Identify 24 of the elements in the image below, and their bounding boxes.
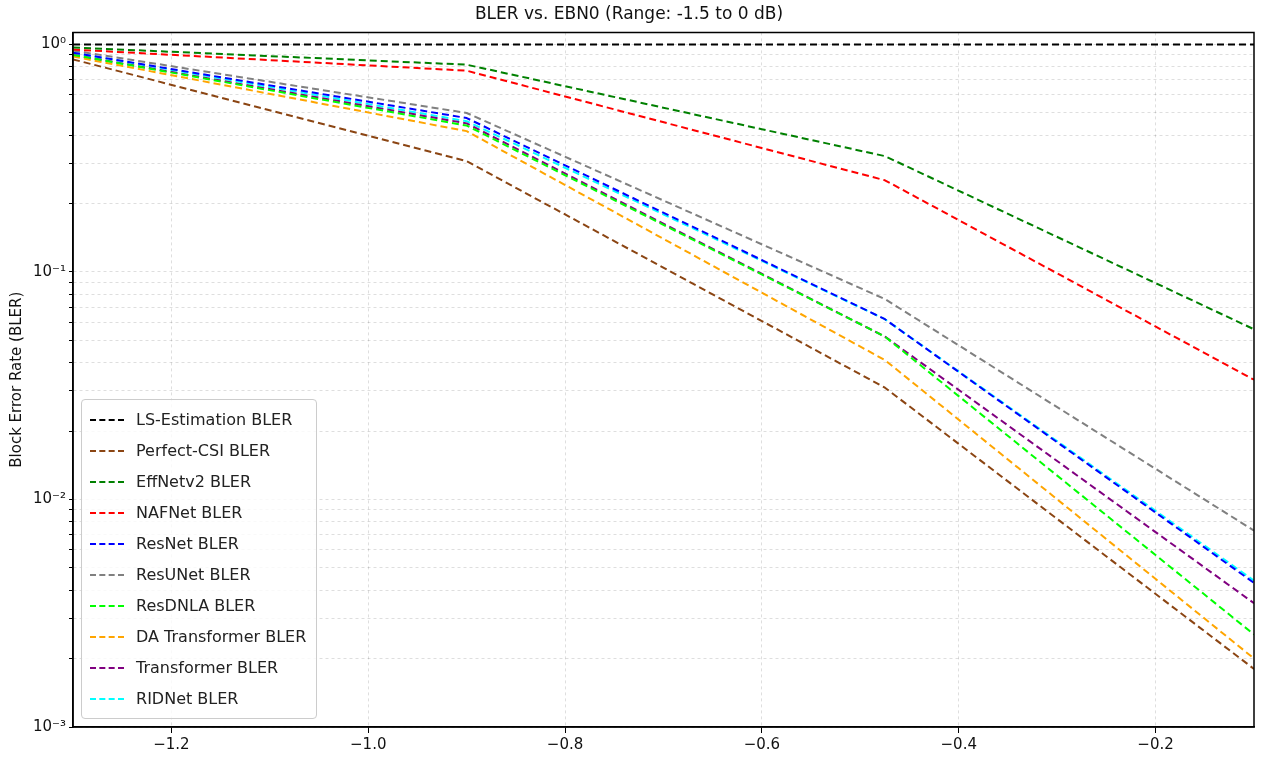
y-tick-label: 10⁰ [40, 34, 67, 53]
x-tick-label: −1.0 [350, 734, 387, 753]
line-series [73, 48, 1254, 381]
legend-label: DA Transformer BLER [136, 627, 307, 646]
legend-label: Transformer BLER [136, 658, 279, 677]
y-axis-title: Block Error Rate (BLER) [6, 291, 25, 468]
legend-label: RIDNet BLER [136, 689, 239, 708]
y-tick-label: 10⁻¹ [32, 261, 67, 280]
legend-label: ResUNet BLER [136, 565, 251, 584]
legend-label: Perfect-CSI BLER [136, 441, 271, 460]
x-tick-label: −0.8 [546, 734, 584, 753]
x-tick-label: −0.4 [940, 734, 977, 753]
y-tick-label: 10⁻³ [32, 716, 67, 735]
legend-label: NAFNet BLER [136, 503, 243, 522]
x-tick-label: −0.2 [1137, 734, 1174, 753]
legend-label: LS-Estimation BLER [136, 410, 293, 429]
x-tick-label: −0.6 [743, 734, 781, 753]
legend-label: ResNet BLER [136, 534, 239, 553]
chart-title: BLER vs. EBN0 (Range: -1.5 to 0 dB) [474, 2, 784, 23]
legend-label: ResDNLA BLER [136, 596, 256, 615]
legend-label: EffNetv2 BLER [136, 472, 252, 491]
y-tick-label: 10⁻² [32, 489, 67, 508]
line-series [73, 46, 1254, 331]
x-tick-label: −1.2 [153, 734, 190, 753]
